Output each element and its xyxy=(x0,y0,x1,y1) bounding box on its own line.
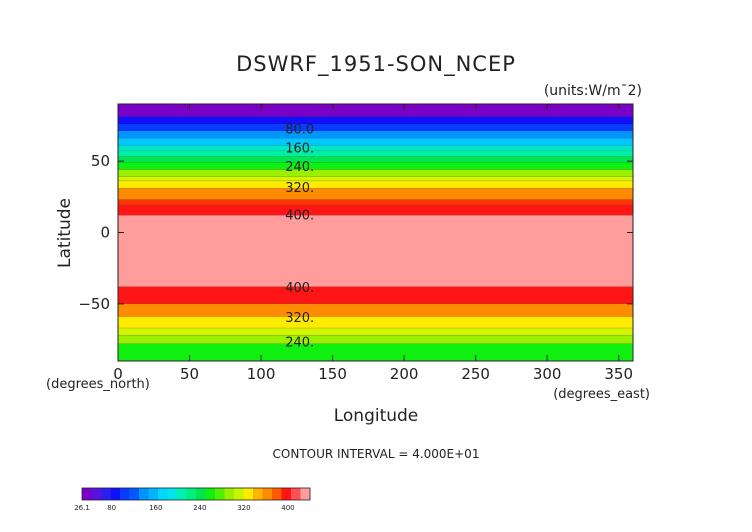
contour-band xyxy=(118,169,633,177)
colorbar-swatch xyxy=(234,488,244,500)
contour-band xyxy=(118,176,633,182)
colorbar-swatch xyxy=(148,488,159,500)
colorbar-swatch xyxy=(196,488,206,500)
colorbar-swatch xyxy=(82,488,92,500)
colorbar xyxy=(81,487,311,501)
contour-band xyxy=(118,151,633,157)
colorbar-swatch xyxy=(167,488,178,500)
contour-band xyxy=(118,104,633,117)
contour-band xyxy=(118,328,633,336)
colorbar-swatch xyxy=(300,488,311,500)
colorbar-swatch xyxy=(110,488,121,500)
colorbar-swatch xyxy=(215,488,225,500)
contour-interval-text: CONTOUR INTERVAL = 4.000E+01 xyxy=(273,447,480,461)
colorbar-tick-label: 240 xyxy=(193,504,206,512)
contour-band xyxy=(118,205,633,216)
colorbar-swatch xyxy=(120,488,130,500)
contour-band xyxy=(118,145,633,152)
contour-band xyxy=(118,162,633,170)
contour-band xyxy=(118,131,633,139)
colorbar-swatch xyxy=(281,488,292,500)
x-tick-label: 300 xyxy=(533,365,562,383)
colorbar-tick-label: 400 xyxy=(281,504,294,512)
units-label: (units:W/m¯2) xyxy=(544,83,642,99)
x-axis-ticks: 0 50 100 150 200 250 300 350 xyxy=(113,104,633,383)
colorbar-swatch xyxy=(243,488,254,500)
x-unit-note: (degrees_east) xyxy=(553,387,650,402)
contour-band xyxy=(118,116,633,124)
colorbar-swatch xyxy=(224,488,235,500)
contour-band xyxy=(118,303,633,317)
colorbar-tick-label: 26.1 xyxy=(74,504,90,512)
contour-bands xyxy=(118,104,633,362)
colorbar-tick-label: 80 xyxy=(107,504,116,512)
contour-label: 240. xyxy=(285,335,314,350)
x-tick-label: 150 xyxy=(318,365,347,383)
colorbar-swatch xyxy=(291,488,301,500)
colorbar-frame xyxy=(81,487,311,501)
contour-labels: 80.0 160. 240. 320. 400. 400. 320. 240. xyxy=(285,123,314,351)
colorbar-swatch xyxy=(272,488,282,500)
contour-band xyxy=(118,188,633,200)
colorbar-tick-label: 320 xyxy=(237,504,250,512)
contour-band xyxy=(118,181,633,189)
contour-band xyxy=(118,215,633,287)
contour-band xyxy=(118,199,633,206)
contour-band xyxy=(118,316,633,329)
x-axis-label: Longitude xyxy=(334,406,419,426)
x-tick-label: 100 xyxy=(247,365,276,383)
chart-title: DSWRF_1951-SON_NCEP xyxy=(236,52,516,77)
x-tick-label: 0 xyxy=(113,365,123,383)
x-tick-label: 250 xyxy=(461,365,490,383)
colorbar-swatch xyxy=(262,488,273,500)
colorbar-tick-label: 160 xyxy=(149,504,162,512)
contour-label: 320. xyxy=(285,181,314,196)
colorbar-swatch xyxy=(205,488,216,500)
contour-band xyxy=(118,123,633,132)
colorbar-swatch xyxy=(129,488,140,500)
x-tick-label: 350 xyxy=(604,365,633,383)
contour-label: 240. xyxy=(285,160,314,175)
contour-band xyxy=(118,156,633,163)
colorbar-swatch xyxy=(101,488,111,500)
y-axis-label: Latitude xyxy=(55,198,75,268)
colorbar-swatch xyxy=(139,488,149,500)
colorbar-swatch xyxy=(91,488,102,500)
colorbar-swatch xyxy=(253,488,263,500)
colorbar-swatch xyxy=(177,488,187,500)
contour-band xyxy=(118,343,633,361)
y-axis-ticks: −50 0 50 xyxy=(78,152,633,313)
contour-band xyxy=(118,138,633,146)
contour-band xyxy=(118,335,633,344)
colorbar-swatch xyxy=(158,488,168,500)
y-tick-label: 0 xyxy=(100,224,110,242)
contour-label: 400. xyxy=(285,208,314,223)
x-tick-label: 200 xyxy=(390,365,419,383)
y-unit-note: (degrees_north) xyxy=(46,377,150,392)
contour-label: 320. xyxy=(285,311,314,326)
colorbar-labels: 26.1 80 160 240 320 400 xyxy=(74,504,294,512)
contour-label: 160. xyxy=(285,141,314,156)
colorbar-swatch xyxy=(186,488,197,500)
y-tick-label: 50 xyxy=(91,152,110,170)
contour-band xyxy=(118,286,633,304)
contour-label: 80.0 xyxy=(285,123,314,138)
y-tick-label: −50 xyxy=(78,295,110,313)
contour-label: 400. xyxy=(285,281,314,296)
x-tick-label: 50 xyxy=(180,365,199,383)
